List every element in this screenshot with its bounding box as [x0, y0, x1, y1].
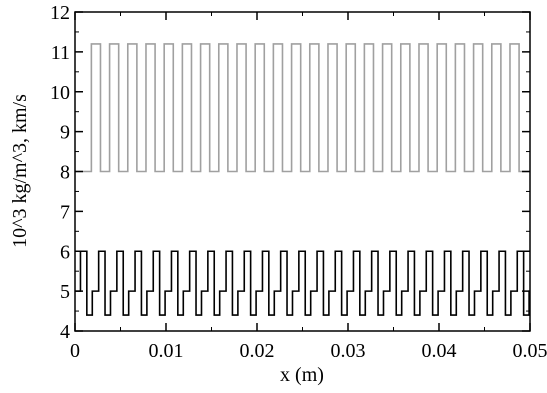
- y-tick-label: 11: [51, 42, 70, 64]
- y-tick-label: 8: [60, 162, 70, 184]
- data-line: [75, 250, 530, 316]
- y-tick-label: 6: [60, 241, 70, 263]
- x-tick-label: 0: [70, 340, 80, 362]
- x-tick-label: 0.04: [422, 340, 457, 362]
- x-axis-label: x (m): [280, 364, 324, 386]
- y-tick-label: 10: [50, 82, 70, 104]
- y-tick-label: 9: [60, 122, 70, 144]
- x-tick-label: 0.05: [513, 340, 547, 362]
- x-tick-label: 0.03: [331, 340, 366, 362]
- y-tick-label: 7: [60, 201, 70, 223]
- x-tick-label: 0.02: [240, 340, 275, 362]
- y-tick-label: 5: [60, 281, 70, 303]
- x-tick-label: 0.01: [149, 340, 184, 362]
- y-tick-label: 4: [60, 321, 70, 343]
- y-tick-label: 12: [50, 2, 70, 24]
- data-line: [75, 43, 530, 173]
- y-axis-label: 10^3 kg/m^3, km/s: [9, 94, 31, 248]
